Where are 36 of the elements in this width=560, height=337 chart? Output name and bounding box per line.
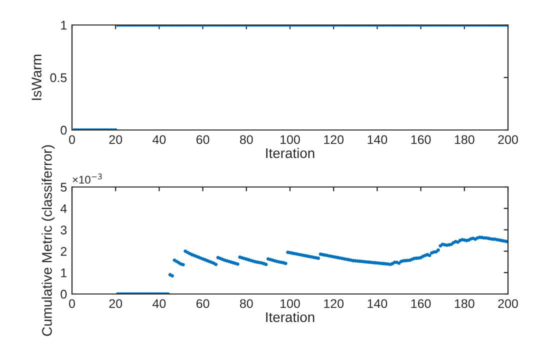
y-tick-label: 1 xyxy=(61,20,67,30)
x-tick-label: 40 xyxy=(152,135,166,144)
y-axis-title: IsWarm xyxy=(32,54,42,100)
x-tick-label: 140 xyxy=(368,299,388,308)
y-tick-label: 3 xyxy=(60,226,67,234)
y-tick-label: 0 xyxy=(60,290,67,299)
x-tick-label: 40 xyxy=(152,299,166,308)
text: ×10$^{−3}$ xyxy=(72,174,102,184)
y-axis-title: Cumulative Metric (classiferror) xyxy=(42,145,55,336)
x-tick-label: 100 xyxy=(280,135,300,144)
x-axis-title: Iteration xyxy=(266,312,314,322)
x-tick-label: 80 xyxy=(240,135,253,144)
x-tick-label: 180 xyxy=(454,299,474,308)
y-tick-label: 1 xyxy=(61,268,67,278)
x-tick-label: 20 xyxy=(109,135,122,144)
x-tick-label: 120 xyxy=(324,135,344,144)
x-tick-label: 120 xyxy=(324,299,344,308)
y-tick-label: 5 xyxy=(60,182,67,192)
x-axis-title: Iteration xyxy=(266,148,314,158)
x-tick-label: 80 xyxy=(240,299,253,308)
x-tick-label: 180 xyxy=(454,135,474,144)
x-tick-label: 200 xyxy=(498,135,518,144)
x-tick-label: 0 xyxy=(69,135,75,144)
y-tick-label: 4 xyxy=(60,204,67,213)
x-tick-label: 160 xyxy=(411,299,431,308)
y-tick-label: 0 xyxy=(60,126,67,135)
x-tick-label: 140 xyxy=(368,135,388,144)
x-tick-label: 200 xyxy=(498,299,518,308)
y-tick-label: 2 xyxy=(60,247,67,256)
x-tick-label: 160 xyxy=(411,135,431,144)
x-tick-label: 100 xyxy=(280,299,300,308)
y-tick-label: 0.5 xyxy=(50,73,67,82)
x-tick-label: 60 xyxy=(196,299,210,308)
x-tick-label: 60 xyxy=(196,135,210,144)
x-tick-label: 20 xyxy=(109,299,122,308)
x-tick-label: 0 xyxy=(69,299,75,308)
